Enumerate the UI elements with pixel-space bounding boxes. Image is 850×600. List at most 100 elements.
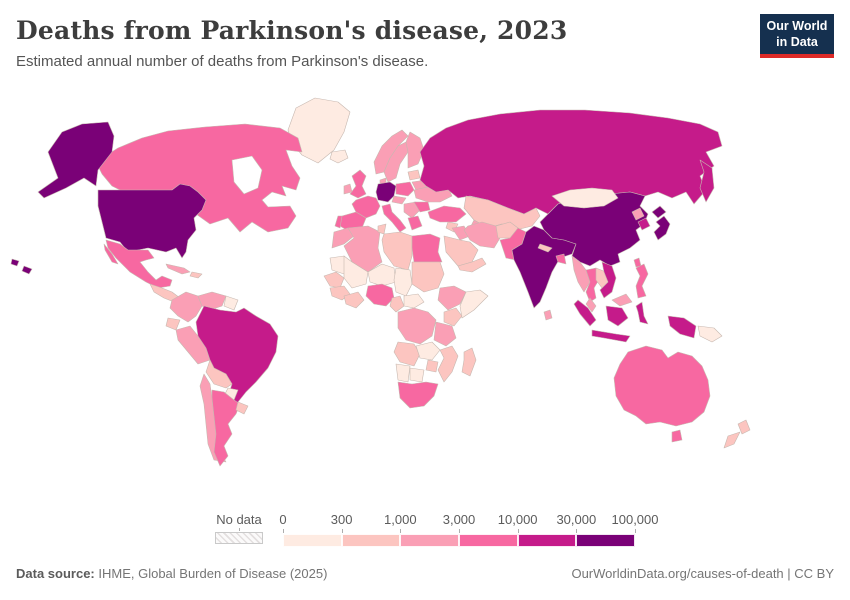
country-botswana[interactable] — [409, 367, 425, 383]
country-united-kingdom[interactable] — [349, 169, 367, 199]
country-cameroon[interactable] — [389, 295, 405, 313]
legend-bin-3,000–10,000[interactable] — [459, 534, 518, 547]
hudson-bay — [231, 155, 263, 195]
legend-tick-labels: 0 300 1,000 3,000 10,000 30,000 100,000 — [279, 512, 659, 534]
country-argentina[interactable] — [211, 389, 241, 467]
country-ghana-ivory-coast[interactable] — [343, 291, 365, 309]
country-bolivia[interactable] — [205, 359, 233, 389]
country-angola[interactable] — [393, 341, 421, 367]
chart-subtitle: Estimated annual number of deaths from P… — [16, 53, 429, 70]
country-tunisia[interactable] — [377, 223, 387, 235]
country-germany[interactable] — [375, 181, 397, 203]
chart-header: Deaths from Parkinson's disease, 2023 Es… — [16, 16, 740, 70]
legend-tick-label: 0 — [279, 512, 287, 527]
country-yemen[interactable] — [457, 257, 487, 273]
country-turkey[interactable] — [427, 205, 467, 223]
country-france[interactable] — [351, 195, 381, 219]
country-romania[interactable] — [413, 201, 431, 213]
country-australia[interactable] — [613, 345, 711, 427]
legend-bin-300–1,000[interactable] — [341, 534, 401, 547]
country-saudi-arabia[interactable] — [443, 235, 479, 267]
data-source-label: Data source: — [16, 566, 95, 581]
country-italy[interactable] — [381, 203, 407, 233]
country-united-states[interactable] — [37, 121, 115, 199]
country-czechia-austria[interactable] — [391, 195, 407, 205]
legend-tick-mark — [283, 529, 284, 533]
country-russia[interactable] — [699, 159, 715, 203]
legend-bin-0–300[interactable] — [283, 534, 342, 547]
country-japan[interactable] — [651, 205, 671, 241]
country-united-states[interactable] — [97, 183, 207, 259]
country-sri-lanka[interactable] — [543, 309, 553, 321]
country-norway[interactable] — [373, 129, 409, 175]
country-zimbabwe[interactable] — [425, 359, 439, 373]
country-iran[interactable] — [463, 221, 501, 249]
country-colombia[interactable] — [169, 291, 203, 323]
country-north-korea[interactable] — [631, 207, 645, 221]
country-libya[interactable] — [381, 231, 413, 271]
country-south-africa[interactable] — [397, 381, 439, 409]
country-uruguay[interactable] — [235, 401, 249, 415]
data-source: Data source: IHME, Global Burden of Dise… — [16, 566, 327, 581]
country-dr-congo[interactable] — [397, 307, 437, 345]
owid-logo[interactable]: Our World in Data — [760, 14, 834, 59]
country-india[interactable] — [511, 225, 577, 309]
country-malaysia[interactable] — [585, 293, 633, 313]
country-indonesia[interactable] — [573, 299, 697, 343]
legend-no-data: No data — [211, 512, 267, 544]
country-kenya[interactable] — [443, 307, 463, 327]
country-baltics[interactable] — [407, 169, 421, 181]
country-venezuela[interactable] — [197, 291, 227, 311]
country-chad[interactable] — [393, 267, 413, 297]
legend-bin-1,000–3,000[interactable] — [400, 534, 460, 547]
country-guyana[interactable] — [223, 295, 239, 311]
country-hispaniola[interactable] — [189, 271, 203, 279]
country-united-states[interactable] — [10, 258, 33, 275]
country-taiwan[interactable] — [633, 257, 642, 268]
country-greece[interactable] — [407, 215, 423, 231]
country-nigeria[interactable] — [365, 283, 395, 307]
owid-logo-line2: in Data — [776, 34, 818, 49]
country-mongolia[interactable] — [551, 187, 619, 209]
country-madagascar[interactable] — [461, 347, 477, 377]
no-data-tick-mark — [238, 528, 240, 531]
legend-tick-label: 300 — [330, 512, 353, 527]
country-mozambique[interactable] — [437, 345, 459, 383]
legend-bin-30,000–100,000[interactable] — [576, 534, 636, 547]
country-finland[interactable] — [405, 131, 425, 169]
legend-tick-mark — [517, 529, 519, 533]
country-brazil[interactable] — [195, 305, 279, 409]
country-zambia[interactable] — [415, 341, 441, 361]
country-australia[interactable] — [671, 429, 683, 443]
country-philippines[interactable] — [635, 263, 649, 299]
country-namibia[interactable] — [395, 363, 411, 383]
country-egypt[interactable] — [411, 233, 443, 263]
country-myanmar[interactable] — [571, 255, 591, 293]
no-data-swatch[interactable] — [215, 532, 263, 544]
country-vietnam[interactable] — [599, 261, 617, 299]
country-papua-new-guinea[interactable] — [697, 325, 723, 343]
country-morocco[interactable] — [331, 227, 355, 249]
country-mexico[interactable] — [103, 239, 173, 289]
country-portugal[interactable] — [334, 215, 343, 229]
country-iceland[interactable] — [329, 149, 349, 164]
country-cuba[interactable] — [165, 263, 191, 275]
country-nepal[interactable] — [537, 243, 553, 253]
country-sudan[interactable] — [411, 261, 445, 293]
country-new-zealand[interactable] — [723, 419, 751, 449]
country-somalia[interactable] — [459, 289, 489, 319]
country-ecuador[interactable] — [165, 317, 181, 331]
country-ethiopia[interactable] — [437, 285, 467, 311]
country-poland[interactable] — [395, 181, 415, 197]
country-algeria[interactable] — [343, 225, 383, 273]
country-ireland[interactable] — [343, 183, 353, 195]
legend-bin-10,000–30,000[interactable] — [517, 534, 577, 547]
country-central-african-republic[interactable] — [403, 293, 425, 309]
country-tanzania[interactable] — [433, 321, 457, 347]
country-south-korea[interactable] — [637, 217, 651, 231]
country-bangladesh[interactable] — [555, 253, 567, 265]
chart-title: Deaths from Parkinson's disease, 2023 — [16, 16, 568, 45]
owid-link[interactable]: OurWorldinData.org/causes-of-death | CC … — [571, 566, 834, 581]
country-senegal[interactable] — [323, 271, 345, 289]
